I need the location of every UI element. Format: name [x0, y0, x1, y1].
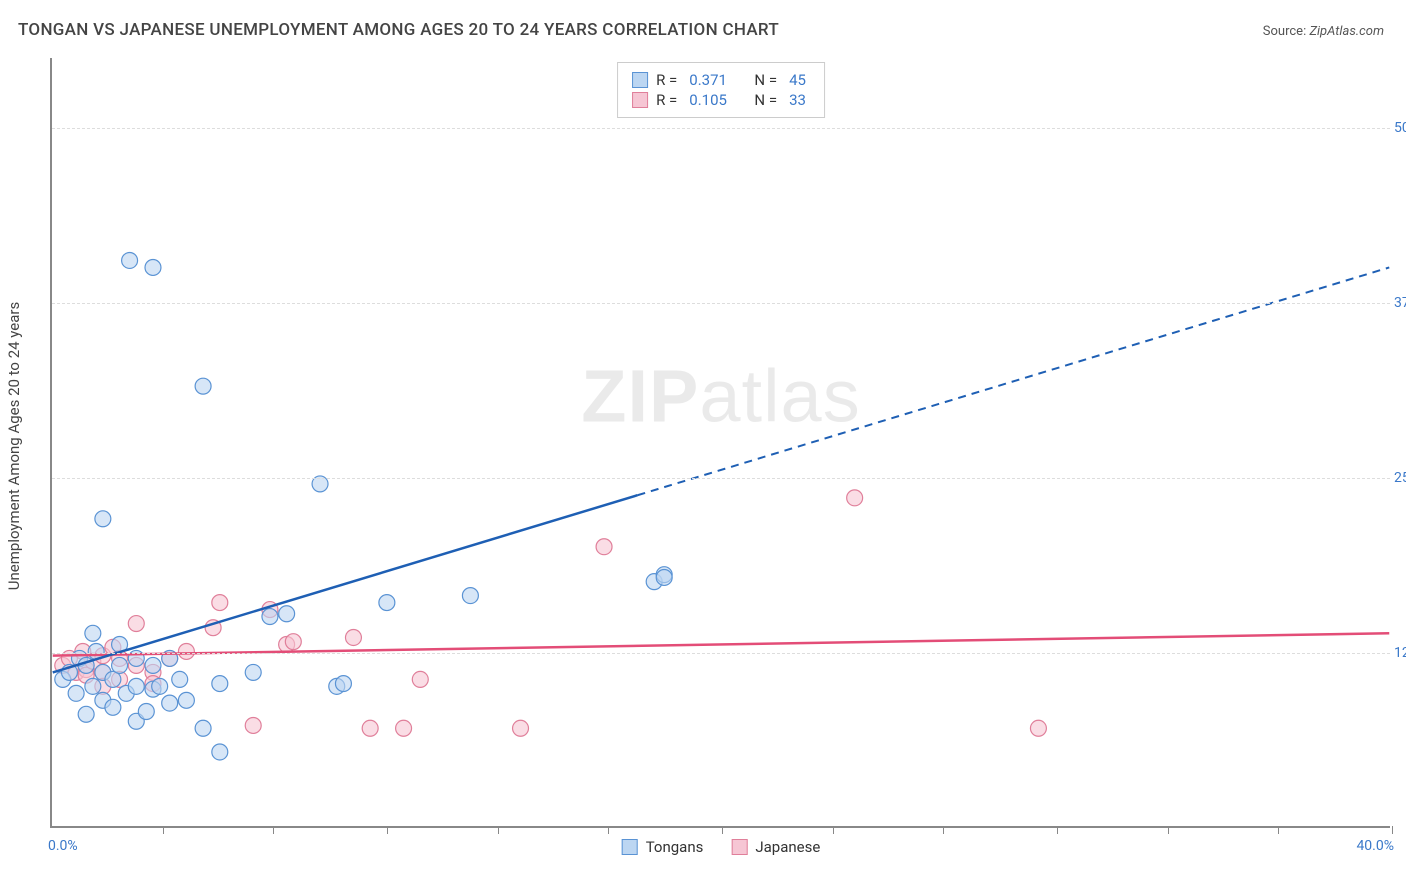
trendline-tongan-solid — [53, 495, 638, 672]
source-credit: Source: ZipAtlas.com — [1263, 24, 1384, 39]
x-tick-mark — [1278, 826, 1279, 834]
point-tongan — [245, 664, 261, 680]
point-japanese — [362, 720, 378, 736]
x-tick-mark — [943, 826, 944, 834]
point-tongan — [178, 692, 194, 708]
point-tongan — [85, 625, 101, 641]
y-tick-label: 12.5% — [1394, 645, 1406, 661]
legend-swatch — [731, 839, 747, 855]
x-tick-mark — [1168, 826, 1169, 834]
point-tongan — [335, 676, 351, 692]
point-japanese — [396, 720, 412, 736]
x-tick-mark — [833, 826, 834, 834]
point-tongan — [195, 378, 211, 394]
point-tongan — [105, 699, 121, 715]
legend-series-item: Japanese — [731, 838, 820, 856]
point-tongan — [112, 657, 128, 673]
point-japanese — [285, 634, 301, 650]
x-tick-mark — [1392, 826, 1393, 834]
y-tick-label: 50.0% — [1394, 120, 1406, 136]
x-axis-max-label: 40.0% — [1356, 838, 1394, 854]
gridline-h — [52, 303, 1390, 304]
point-tongan — [212, 676, 228, 692]
point-tongan — [122, 252, 138, 268]
gridline-h — [52, 653, 1390, 654]
point-tongan — [195, 720, 211, 736]
point-japanese — [847, 490, 863, 506]
source-value: ZipAtlas.com — [1309, 24, 1384, 39]
legend-series-label: Japanese — [755, 838, 820, 856]
x-tick-mark — [608, 826, 609, 834]
point-japanese — [212, 595, 228, 611]
point-tongan — [172, 671, 188, 687]
point-japanese — [245, 717, 261, 733]
x-tick-mark — [273, 826, 274, 834]
point-tongan — [138, 704, 154, 720]
x-tick-mark — [163, 826, 164, 834]
point-tongan — [656, 569, 672, 585]
point-tongan — [128, 678, 144, 694]
y-tick-label: 25.0% — [1394, 470, 1406, 486]
point-japanese — [345, 630, 361, 646]
point-tongan — [78, 706, 94, 722]
chart-title: TONGAN VS JAPANESE UNEMPLOYMENT AMONG AG… — [18, 20, 779, 40]
point-tongan — [68, 685, 84, 701]
point-tongan — [145, 259, 161, 275]
gridline-h — [52, 128, 1390, 129]
legend-swatch — [622, 839, 638, 855]
point-japanese — [513, 720, 529, 736]
point-tongan — [262, 609, 278, 625]
chart-svg — [52, 58, 1390, 826]
source-label: Source: — [1263, 24, 1306, 39]
point-japanese — [128, 616, 144, 632]
point-tongan — [152, 678, 168, 694]
legend-series-item: Tongans — [622, 838, 704, 856]
point-japanese — [178, 643, 194, 659]
point-tongan — [212, 744, 228, 760]
point-tongan — [462, 588, 478, 604]
legend-series-label: Tongans — [646, 838, 704, 856]
y-tick-label: 37.5% — [1394, 295, 1406, 311]
point-tongan — [85, 678, 101, 694]
point-japanese — [412, 671, 428, 687]
x-tick-mark — [722, 826, 723, 834]
trendline-tongan-dashed — [637, 267, 1389, 495]
point-tongan — [379, 595, 395, 611]
x-axis-min-label: 0.0% — [48, 838, 78, 854]
x-tick-mark — [498, 826, 499, 834]
point-tongan — [279, 606, 295, 622]
x-tick-mark — [1057, 826, 1058, 834]
point-japanese — [1030, 720, 1046, 736]
point-tongan — [95, 511, 111, 527]
gridline-h — [52, 478, 1390, 479]
point-japanese — [596, 539, 612, 555]
y-axis-label: Unemployment Among Ages 20 to 24 years — [5, 302, 23, 590]
x-tick-mark — [387, 826, 388, 834]
plot-area: ZIPatlas R =0.371 N =45R =0.105 N =33 0.… — [50, 58, 1390, 828]
point-tongan — [145, 657, 161, 673]
point-tongan — [162, 695, 178, 711]
legend-series: Tongans Japanese — [622, 838, 821, 856]
